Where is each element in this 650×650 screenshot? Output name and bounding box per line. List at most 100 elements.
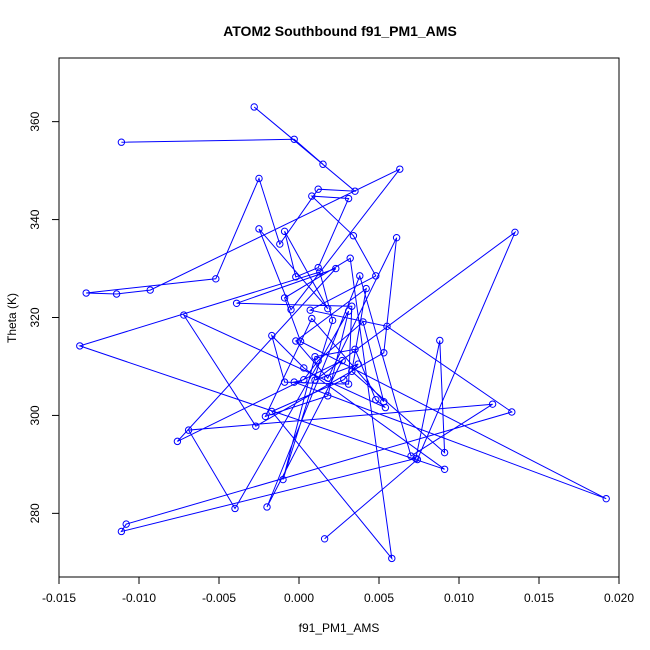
y-tick-label: 340	[28, 209, 42, 229]
plot-frame	[58, 57, 620, 578]
data-point	[292, 273, 300, 281]
data-point	[280, 378, 289, 386]
data-point	[354, 360, 362, 368]
data-point	[232, 299, 241, 308]
data-point	[383, 322, 391, 331]
data-point	[300, 375, 308, 384]
data-point	[324, 304, 332, 313]
data-point	[255, 174, 263, 183]
data-point	[287, 305, 295, 314]
y-tick-label: 360	[28, 111, 42, 131]
data-point	[440, 465, 449, 473]
chart-title: ATOM2 Southbound f91_PM1_AMS	[223, 23, 457, 39]
data-point	[184, 426, 193, 434]
y-tick-label: 300	[28, 405, 42, 425]
data-point	[413, 455, 422, 464]
y-tick-label: 280	[28, 503, 42, 523]
data-point	[340, 375, 348, 384]
data-point	[344, 380, 353, 388]
data-point	[280, 294, 289, 302]
data-point	[280, 227, 289, 236]
x-tick-label: -0.005	[202, 591, 236, 605]
data-point	[380, 398, 388, 406]
data-point	[250, 103, 258, 111]
data-point	[314, 356, 322, 365]
data-point	[122, 520, 130, 528]
data-point	[173, 437, 182, 446]
data-point	[344, 307, 353, 315]
y-axis-label: Theta (K)	[5, 293, 19, 343]
x-tick-label: 0.020	[604, 591, 634, 605]
x-tick-label: 0.010	[444, 591, 474, 605]
data-point	[117, 527, 126, 536]
x-tick-label: -0.015	[42, 591, 76, 605]
data-point	[117, 138, 126, 146]
data-point	[511, 228, 519, 237]
data-point	[351, 187, 359, 195]
y-tick-label: 320	[28, 307, 42, 327]
data-point	[311, 376, 319, 384]
data-point	[296, 337, 305, 346]
data-point	[392, 233, 401, 242]
data-point	[602, 494, 610, 503]
data-point	[380, 349, 388, 357]
data-point	[488, 400, 497, 408]
data-point	[319, 160, 327, 168]
data-point	[261, 412, 270, 421]
data-point	[314, 185, 322, 193]
series-line	[78, 106, 607, 561]
data-point	[212, 275, 220, 283]
y-axis: 280 300 320 340 360	[28, 111, 60, 523]
data-point	[349, 232, 358, 240]
data-point	[348, 367, 356, 376]
data-point	[372, 272, 380, 280]
data-point	[356, 272, 364, 280]
data-point	[306, 306, 314, 314]
data-point	[328, 316, 337, 325]
x-axis: -0.015 -0.010 -0.005 0.000 0.005 0.010 0.015 0.…	[42, 576, 634, 605]
data-point	[82, 289, 90, 297]
data-point	[351, 345, 359, 354]
data-point	[279, 475, 287, 484]
data-point	[146, 286, 154, 294]
data-series	[76, 103, 610, 563]
data-point	[396, 165, 404, 173]
data-point	[324, 374, 332, 382]
data-point	[314, 263, 322, 272]
x-tick-label: 0.000	[284, 591, 314, 605]
x-axis-label: f91_PM1_AMS	[299, 621, 380, 635]
x-tick-label: -0.010	[122, 591, 156, 605]
data-point	[276, 240, 284, 248]
data-point	[290, 378, 298, 386]
data-point	[388, 554, 396, 563]
data-point	[231, 504, 239, 513]
x-tick-label: 0.015	[524, 591, 554, 605]
data-point	[308, 192, 316, 200]
x-tick-label: 0.005	[364, 591, 394, 605]
data-point	[268, 407, 276, 416]
data-point	[324, 392, 332, 400]
data-point	[332, 264, 340, 273]
data-point	[320, 535, 329, 543]
data-point	[508, 408, 516, 416]
data-point	[292, 337, 300, 345]
data-point	[362, 284, 370, 293]
data-point	[268, 331, 276, 340]
data-point	[359, 318, 367, 326]
data-point	[440, 448, 449, 457]
data-point	[338, 356, 346, 365]
data-point	[290, 135, 298, 143]
data-point	[112, 290, 121, 298]
data-point	[308, 314, 316, 323]
data-point	[180, 311, 188, 319]
data-point	[76, 342, 84, 350]
data-point	[316, 268, 324, 276]
data-point	[407, 452, 415, 460]
data-point	[300, 364, 308, 372]
data-point	[344, 194, 353, 203]
data-point	[346, 254, 354, 262]
data-point	[372, 396, 380, 404]
data-point	[436, 336, 444, 345]
data-point	[252, 422, 260, 430]
